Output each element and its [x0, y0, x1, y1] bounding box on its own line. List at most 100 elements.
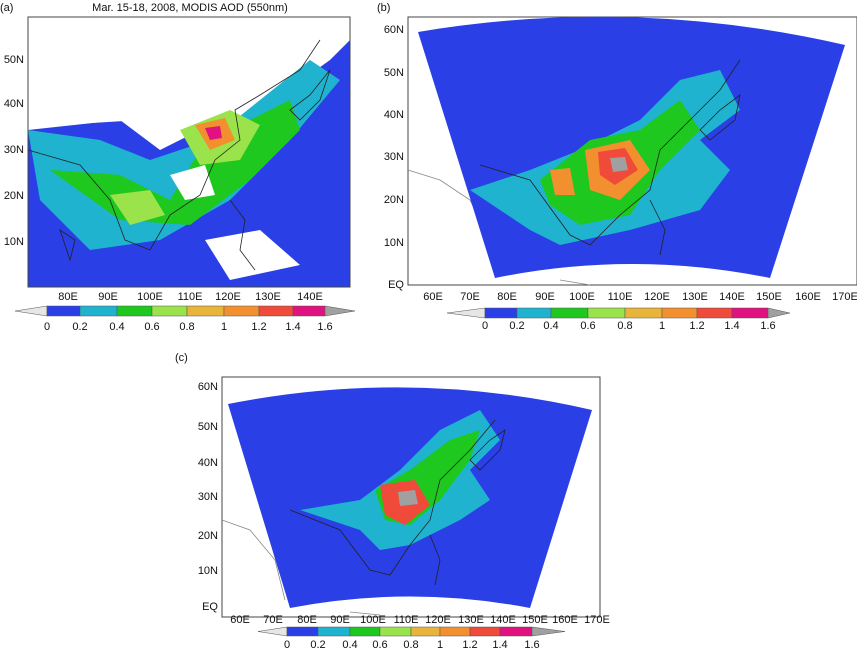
lon-label: 160E — [552, 614, 578, 626]
lon-label: 120E — [425, 614, 451, 626]
lon-label: 120E — [644, 291, 670, 303]
colorbar-segment — [661, 307, 698, 319]
colorbar-segment — [531, 626, 566, 637]
aod-max — [398, 490, 418, 506]
map-c — [221, 376, 601, 618]
lon-label: 90E — [535, 291, 555, 303]
lon-label: 120E — [215, 291, 241, 303]
colorbar-segment — [186, 305, 225, 317]
colorbar-label: 1.6 — [760, 320, 775, 332]
colorbar-segment — [499, 626, 533, 637]
colorbar-segment — [79, 305, 118, 317]
colorbar-segment — [484, 307, 518, 319]
lon-label: 110E — [608, 291, 633, 303]
lon-label: 140E — [719, 291, 745, 303]
colorbar-label: 0.4 — [109, 321, 124, 333]
colorbar-segment — [349, 626, 381, 637]
lat-label: 40N — [384, 109, 404, 121]
colorbar-segment — [767, 307, 791, 319]
colorbar-label: 0.4 — [543, 320, 558, 332]
aod-max — [610, 157, 628, 172]
lat-label: 10N — [4, 236, 24, 248]
colorbar-label: 0 — [44, 321, 50, 333]
colorbar-label: 1.4 — [492, 639, 507, 650]
map-title: Mar. 15-18, 2008, MODIS AOD (550nm) — [92, 2, 288, 14]
panel-label: (b) — [377, 2, 390, 14]
colorbar-label: 1.6 — [317, 321, 332, 333]
map-frame — [407, 16, 857, 286]
colorbar-label: 0.8 — [617, 320, 632, 332]
colorbar-label: 1 — [221, 321, 227, 333]
colorbar-segment — [731, 307, 769, 319]
lon-label: 60E — [423, 291, 443, 303]
lon-label: 100E — [360, 614, 386, 626]
colorbar-segment — [324, 305, 356, 317]
lon-label: 140E — [297, 291, 323, 303]
colorbar-label: 0.2 — [509, 320, 524, 332]
lon-label: 90E — [330, 614, 350, 626]
lat-label: 50N — [4, 54, 24, 66]
lon-label: 80E — [497, 291, 517, 303]
colorbar-label: 1.4 — [724, 320, 739, 332]
lat-label: 20N — [4, 190, 24, 202]
lon-label: 70E — [460, 291, 480, 303]
lon-label: 160E — [795, 291, 821, 303]
colorbar-label: 1.2 — [462, 639, 477, 650]
no-data — [28, 70, 170, 125]
lat-label: 10N — [384, 237, 404, 249]
lon-label: 140E — [490, 614, 516, 626]
lon-label: 170E — [832, 291, 857, 303]
colorbar-segment — [151, 305, 188, 317]
lon-label: 90E — [98, 291, 118, 303]
colorbar-segment — [550, 307, 589, 319]
colorbar-label: 0 — [284, 639, 290, 650]
lon-label: 130E — [255, 291, 281, 303]
colorbar-segment — [46, 305, 81, 317]
colorbar-label: 1.2 — [251, 321, 266, 333]
colorbar-label: 0.8 — [179, 321, 194, 333]
coastline — [59, 69, 331, 271]
colorbar-label: 0.2 — [310, 639, 325, 650]
colorbar-segment — [292, 305, 326, 317]
colorbar-segment — [469, 626, 501, 637]
lon-label: 150E — [522, 614, 548, 626]
colorbar-segment — [516, 307, 552, 319]
panel-label: (a) — [0, 2, 13, 14]
lon-label: 110E — [178, 291, 203, 303]
lon-label: 100E — [569, 291, 595, 303]
colorbar-label: 0.6 — [144, 321, 159, 333]
lat-label: EQ — [388, 279, 404, 291]
colorbar-segment — [446, 307, 486, 319]
colorbar-label: 0.4 — [342, 639, 357, 650]
lon-label: 70E — [263, 614, 283, 626]
lon-label: 110E — [394, 614, 419, 626]
coastline — [649, 94, 741, 256]
lon-label: 80E — [58, 291, 78, 303]
lon-label: 130E — [682, 291, 708, 303]
lon-label: 170E — [584, 614, 610, 626]
lat-label: 60N — [198, 381, 218, 393]
colorbar-segment — [116, 305, 153, 317]
coastline — [221, 519, 381, 616]
aod-max — [205, 126, 222, 140]
colorbar-segment — [257, 626, 288, 637]
lon-label: 100E — [137, 291, 163, 303]
lon-label: 130E — [458, 614, 484, 626]
lat-label: 30N — [198, 491, 218, 503]
lat-label: 40N — [4, 98, 24, 110]
coastline — [289, 419, 496, 576]
map-frame — [221, 376, 601, 618]
colorbar-label: 1 — [659, 320, 665, 332]
colorbar-label: 0 — [482, 320, 488, 332]
lat-label: 20N — [198, 530, 218, 542]
lon-label: 150E — [756, 291, 782, 303]
lat-label: EQ — [202, 601, 218, 613]
colorbar-label: 1.2 — [689, 320, 704, 332]
colorbar-segment — [439, 626, 471, 637]
map-frame — [27, 16, 351, 288]
colorbar-label: 0.6 — [372, 639, 387, 650]
colorbar-label: 0.6 — [580, 320, 595, 332]
lat-label: 10N — [198, 565, 218, 577]
lat-label: 30N — [4, 144, 24, 156]
